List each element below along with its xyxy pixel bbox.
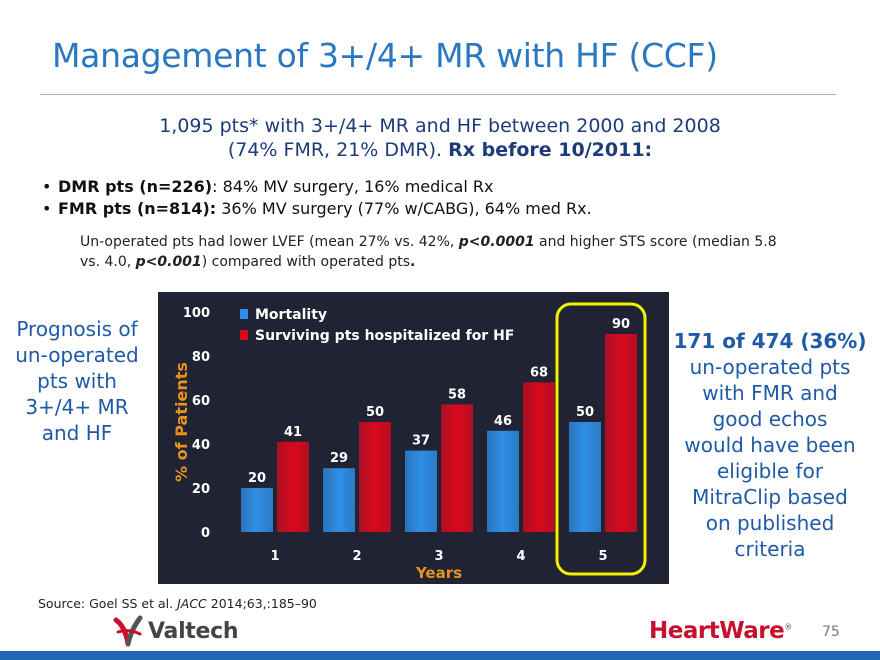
mitraclip-caption: 171 of 474 (36%) un-operated pts with FM… xyxy=(670,328,870,562)
prognosis-line: un-operated xyxy=(15,343,139,367)
heartware-logo: HeartWare® xyxy=(649,618,792,644)
bullet-dmr-text: : 84% MV surgery, 16% medical Rx xyxy=(212,177,494,196)
mitraclip-line: with FMR and xyxy=(702,381,838,405)
mitraclip-line: good echos xyxy=(712,407,828,431)
x-tick-label: 2 xyxy=(352,549,361,564)
heartware-registered-mark: ® xyxy=(784,622,792,632)
mitraclip-line: MitraClip based xyxy=(692,485,848,509)
mortality-bar xyxy=(487,430,519,532)
source-citation: Source: Goel SS et al. JACC 2014;63,:185… xyxy=(38,596,317,611)
note-pvalue-1: p<0.0001 xyxy=(458,234,535,250)
legend-mortality-swatch xyxy=(240,309,248,319)
y-tick-label: 40 xyxy=(192,438,210,453)
heartware-logo-text: HeartWare xyxy=(649,618,785,644)
y-tick-label: 100 xyxy=(183,306,210,321)
subtitle-line-2-bold: Rx before 10/2011: xyxy=(448,139,653,161)
subtitle-line-2: (74% FMR, 21% DMR). Rx before 10/2011: xyxy=(80,138,800,162)
prognosis-line: 3+/4+ MR xyxy=(25,395,129,419)
y-tick-label: 60 xyxy=(192,394,210,409)
mortality-bar xyxy=(241,488,273,532)
hospitalized-value-label: 68 xyxy=(530,365,548,380)
note-period: . xyxy=(410,254,416,270)
legend-mortality-label: Mortality xyxy=(255,307,327,323)
mortality-value-label: 37 xyxy=(412,434,430,449)
y-tick-label: 80 xyxy=(192,350,210,365)
mortality-value-label: 20 xyxy=(248,471,266,486)
source-rest: 2014;63,:185–90 xyxy=(206,596,317,611)
y-tick-label: 0 xyxy=(201,526,210,541)
mitraclip-line: eligible for xyxy=(716,459,824,483)
subtitle: 1,095 pts* with 3+/4+ MR and HF between … xyxy=(80,114,800,162)
subtitle-line-1: 1,095 pts* with 3+/4+ MR and HF between … xyxy=(159,115,721,137)
source-journal: JACC xyxy=(177,596,207,611)
hospitalized-bar xyxy=(605,334,637,532)
bar-chart: 0 20 40 60 80 100% of Patients 20 41 1 29 50 2 37 58 3… xyxy=(158,292,669,584)
footer-bar xyxy=(0,651,880,660)
mitraclip-line: criteria xyxy=(734,537,806,561)
bullet-dmr: DMR pts (n=226): 84% MV surgery, 16% med… xyxy=(40,176,592,198)
bullet-fmr-bold: FMR pts (n=814): xyxy=(58,199,217,218)
y-tick-label: 20 xyxy=(192,482,210,497)
subtitle-line-2-plain: (74% FMR, 21% DMR). xyxy=(227,139,449,161)
mortality-bar xyxy=(405,450,437,532)
prognosis-line: pts with xyxy=(37,369,117,393)
x-tick-label: 5 xyxy=(598,549,607,564)
mitraclip-line: on published xyxy=(705,511,835,535)
bullet-list: DMR pts (n=226): 84% MV surgery, 16% med… xyxy=(40,176,592,220)
hospitalized-value-label: 50 xyxy=(366,405,384,420)
valtech-mark-icon xyxy=(113,615,143,647)
prognosis-caption: Prognosis of un-operated pts with 3+/4+ … xyxy=(0,316,154,446)
mortality-value-label: 46 xyxy=(494,414,512,429)
hospitalized-bar xyxy=(523,382,555,532)
mortality-value-label: 50 xyxy=(576,405,594,420)
x-tick-label: 4 xyxy=(516,549,525,564)
source-plain: Source: Goel SS et al. xyxy=(38,596,178,611)
bullet-fmr-text: 36% MV surgery (77% w/CABG), 64% med Rx. xyxy=(216,199,592,218)
title-divider xyxy=(40,94,836,95)
hospitalized-bar xyxy=(359,422,391,532)
prognosis-line: and HF xyxy=(41,421,113,445)
hospitalized-value-label: 41 xyxy=(284,425,302,440)
bullet-fmr: FMR pts (n=814): 36% MV surgery (77% w/C… xyxy=(40,198,592,220)
x-tick-label: 3 xyxy=(434,549,443,564)
note-part-5: ) compared with operated pts xyxy=(201,254,411,270)
hospitalized-bar xyxy=(277,441,309,532)
mortality-value-label: 29 xyxy=(330,451,348,466)
mortality-bar xyxy=(569,422,601,532)
x-tick-label: 1 xyxy=(270,549,279,564)
page-number: 75 xyxy=(822,624,840,640)
hospitalized-value-label: 58 xyxy=(448,387,466,402)
y-axis-label: % of Patients xyxy=(172,362,191,482)
note-pvalue-2: p<0.001 xyxy=(135,254,202,270)
mitraclip-highlight: 171 of 474 (36%) xyxy=(673,329,867,353)
hospitalized-value-label: 90 xyxy=(612,317,630,332)
mortality-bar xyxy=(323,468,355,532)
mitraclip-line: un-operated pts xyxy=(689,355,851,379)
legend-hospitalized-swatch xyxy=(240,330,248,340)
mitraclip-line: would have been xyxy=(684,433,856,457)
note-part-1: Un-operated pts had lower LVEF (mean 27%… xyxy=(80,234,459,250)
lvef-note: Un-operated pts had lower LVEF (mean 27%… xyxy=(80,232,780,272)
note-part-3: and higher STS score (median 5.8 vs. 4.0… xyxy=(80,234,777,270)
bullet-dmr-bold: DMR pts (n=226) xyxy=(58,177,213,196)
valtech-logo-text: Valtech xyxy=(148,618,239,644)
highlight-frame xyxy=(555,302,647,576)
legend-hospitalized-label: Surviving pts hospitalized for HF xyxy=(255,328,514,344)
prognosis-line: Prognosis of xyxy=(16,317,138,341)
slide-title: Management of 3+/4+ MR with HF (CCF) xyxy=(52,36,718,75)
hospitalized-bar xyxy=(441,404,473,532)
x-axis-label: Years xyxy=(415,564,462,582)
valtech-logo: Valtech xyxy=(112,614,239,648)
